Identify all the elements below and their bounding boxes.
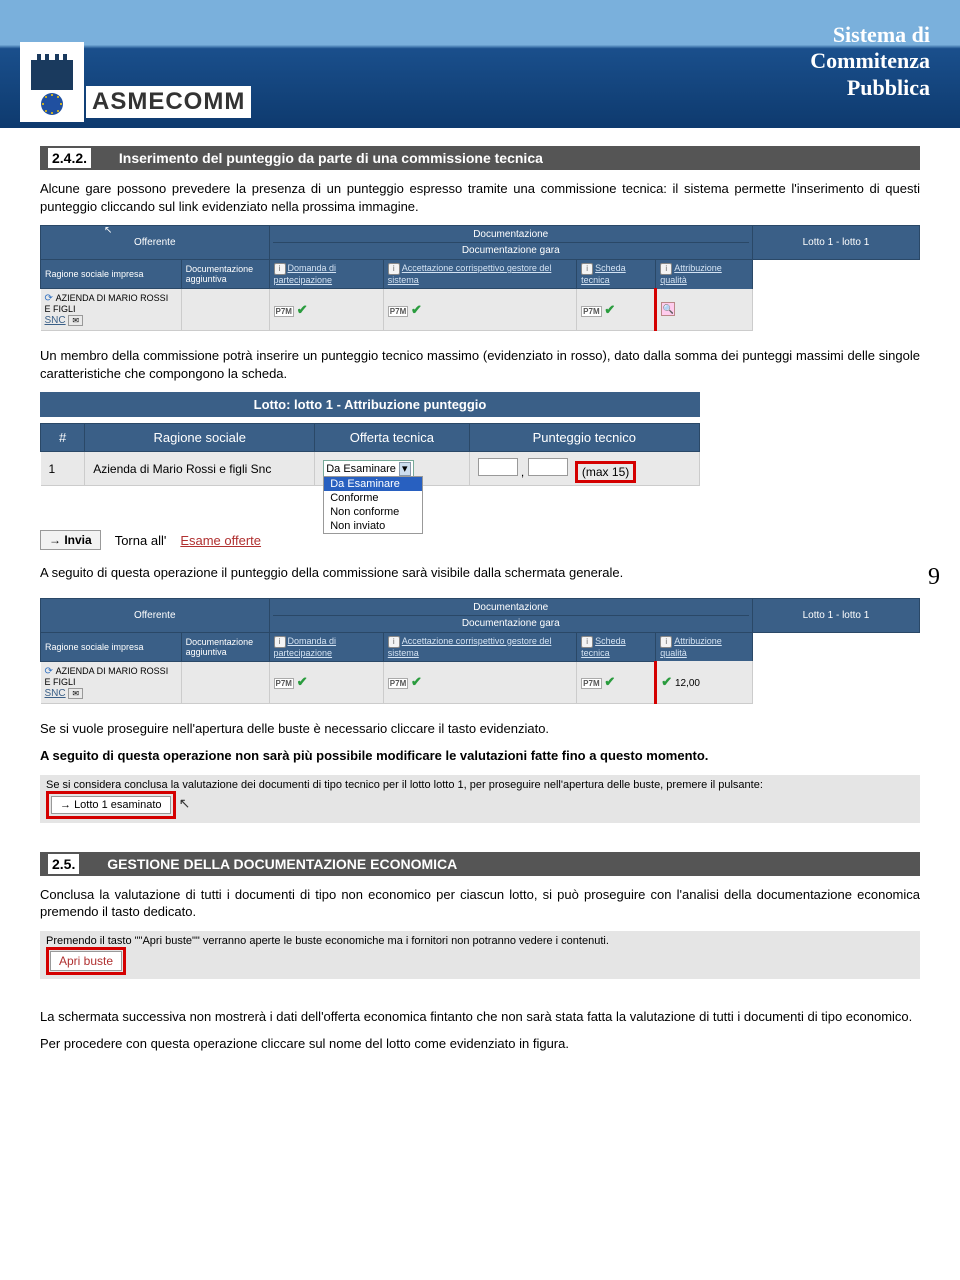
gray-banner-text: Se si considera conclusa la valutazione … [46,779,763,791]
brand-text: ASMECOMM [86,86,251,118]
apri-banner-text: Premendo il tasto ""Apri buste"" verrann… [46,935,609,947]
eu-stars-icon [28,92,76,116]
opt-3[interactable]: Non inviato [324,519,422,533]
hdr-doc-agg: Documentazione aggiuntiva [181,260,269,289]
snc-link-2[interactable]: SNC [45,688,66,699]
hdr-ragione-2: Ragione sociale impresa [41,632,182,661]
para-4: Se si vuole proseguire nell'apertura del… [40,720,920,738]
punteggio-table: # Ragione sociale Offerta tecnica Punteg… [40,423,700,486]
documentation-table-1: ↖ Offerente Documentazione Documentazion… [40,225,920,331]
max15-label: (max 15) [575,461,636,483]
section-title-25: GESTIONE DELLA DOCUMENTAZIONE ECONOMICA [107,856,457,872]
logo-area: ASMECOMM [20,42,251,122]
hdr-accett[interactable]: iAccettazione corrispettivo gestore del … [383,260,576,289]
castle-icon [28,46,76,90]
col-lotto-2: Lotto 1 - lotto 1 [752,598,919,632]
hdr-ragione: Ragione sociale impresa [41,260,182,289]
col-hash: # [41,424,85,452]
col-docgara: Documentazione Documentazione gara [269,226,752,260]
gray-banner-lotto: Se si considera conclusa la valutazione … [40,775,920,823]
col-docgara-2: Documentazione Documentazione gara [269,598,752,632]
cell-accett-2: P7M ✔ [383,661,576,703]
hdr-scheda[interactable]: iScheda tecnica [577,260,656,289]
col-offerta: Offerta tecnica [315,424,469,452]
hdr-attribuzione-2[interactable]: iAttribuzione qualità [656,632,753,661]
para-25-1: Conclusa la valutazione di tutti i docum… [40,886,920,921]
cursor-icon: ↖ [179,795,191,811]
logo-castle-box [20,42,84,122]
opt-1[interactable]: Conforme [324,491,422,505]
para-2: Un membro della commissione potrà inseri… [40,347,920,382]
cell-company: ⟳ AZIENDA DI MARIO ROSSI E FIGLI SNC ✉ [41,289,182,331]
hdr-domanda-2[interactable]: iDomanda di partecipazione [269,632,383,661]
row-punteggio[interactable]: , (max 15) [469,452,699,486]
section-title: Inserimento del punteggio da parte di un… [119,150,543,166]
apri-buste-button[interactable]: Apri buste [50,951,122,971]
torna-label: Torna all' [115,533,167,548]
col-ragione: Ragione sociale [85,424,315,452]
tagline-2: Commitenza [810,48,930,74]
section-num-25: 2.5. [48,854,79,874]
para-5: A seguito di questa operazione non sarà … [40,747,920,765]
section-242-header: 2.4.2. Inserimento del punteggio da part… [40,146,920,170]
header-banner: ASMECOMM Sistema di Commitenza Pubblica [0,0,960,128]
col-punteggio: Punteggio tecnico [469,424,699,452]
opt-2[interactable]: Non conforme [324,505,422,519]
page-number: 9 [928,564,940,592]
cell-scheda-2: P7M ✔ [577,661,656,703]
header-tagline: Sistema di Commitenza Pubblica [810,22,930,101]
esame-offerte-link[interactable]: Esame offerte [180,533,261,548]
snc-link[interactable]: SNC [45,315,66,326]
cell-attrib[interactable]: 🔍 [656,289,753,331]
cell-company-2: ⟳ AZIENDA DI MARIO ROSSI E FIGLI SNC ✉ [41,661,182,703]
para-3: A seguito di questa operazione il punteg… [40,564,928,582]
opt-0[interactable]: Da Esaminare [324,477,422,491]
invia-button[interactable]: → Invia [40,530,101,550]
lotto-header: Lotto: lotto 1 - Attribuzione punteggio [40,392,700,417]
hdr-scheda-2[interactable]: iScheda tecnica [577,632,656,661]
hdr-domanda[interactable]: iDomanda di partecipazione [269,260,383,289]
row-company: Azienda di Mario Rossi e figli Snc [85,452,315,486]
cell-scheda: P7M ✔ [577,289,656,331]
para-1: Alcune gare possono prevedere la presenz… [40,180,920,215]
cell-docagg [181,289,269,331]
tagline-3: Pubblica [810,75,930,101]
section-25-header: 2.5. GESTIONE DELLA DOCUMENTAZIONE ECONO… [40,852,920,876]
hdr-accett-2[interactable]: iAccettazione corrispettivo gestore del … [383,632,576,661]
cell-domanda: P7M ✔ [269,289,383,331]
score-int-input[interactable] [478,458,518,476]
col-lotto: Lotto 1 - lotto 1 [752,226,919,260]
cell-attrib-2: ✔ 12,00 [656,661,753,703]
hdr-doc-agg-2: Documentazione aggiuntiva [181,632,269,661]
para-25-2: La schermata successiva non mostrerà i d… [40,1008,920,1026]
col-offerente-2: Offerente [41,598,270,632]
col-offerente: ↖ Offerente [41,226,270,260]
cell-accett: P7M ✔ [383,289,576,331]
dropdown-list[interactable]: Da Esaminare Conforme Non conforme Non i… [323,476,423,534]
cell-domanda-2: P7M ✔ [269,661,383,703]
gray-banner-apri: Premendo il tasto ""Apri buste"" verrann… [40,931,920,979]
row-select[interactable]: Da Esaminare ▾ Da Esaminare Conforme Non… [315,452,469,486]
section-num: 2.4.2. [48,148,91,168]
row-num: 1 [41,452,85,486]
score-dec-input[interactable] [528,458,568,476]
para-25-3: Per procedere con questa operazione clic… [40,1035,920,1053]
documentation-table-2: Offerente Documentazione Documentazione … [40,598,920,704]
tagline-1: Sistema di [810,22,930,48]
cell-docagg-2 [181,661,269,703]
hdr-attribuzione[interactable]: iAttribuzione qualità [656,260,753,289]
lotto-esaminato-button[interactable]: → Lotto 1 esaminato [51,796,171,814]
